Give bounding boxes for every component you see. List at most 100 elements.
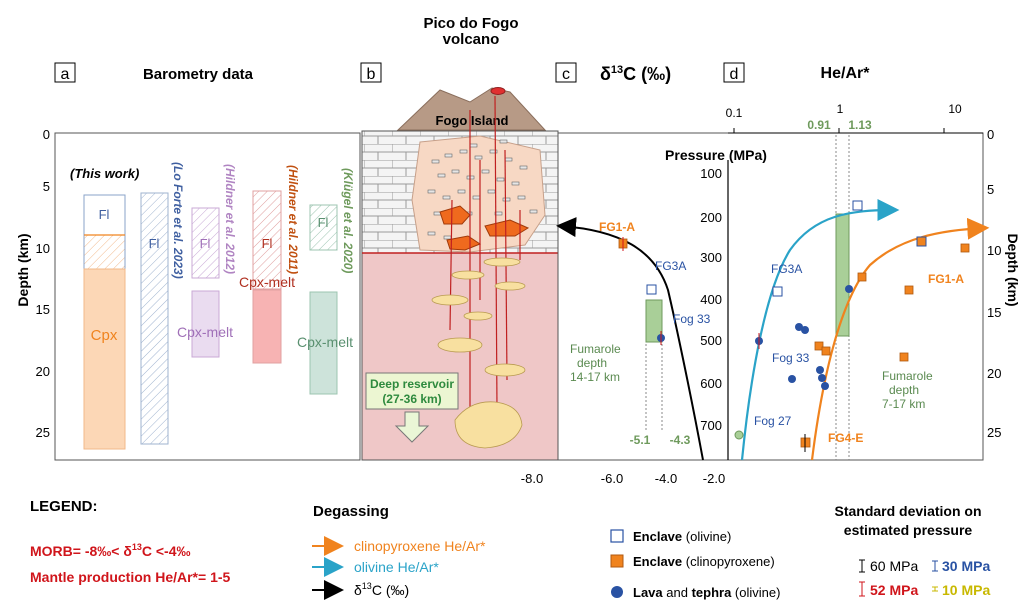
depth-tick-right: 20	[987, 366, 1001, 381]
he-ar-tick: 1	[837, 102, 844, 116]
he-ar-tick: 0.1	[726, 106, 743, 120]
degassing-title: Degassing	[313, 503, 389, 520]
hildner2012-cpxmelt-bar	[191, 290, 220, 358]
pressure-label: Pressure (MPa)	[665, 147, 767, 163]
std-10: 10 MPa	[942, 582, 990, 598]
legend-enclave-ol-icon	[610, 529, 624, 543]
cpx-enclave-marker	[857, 272, 867, 282]
klugel-cpxmelt-label: Cpx-melt	[297, 334, 353, 350]
cpx-enclave-marker	[899, 352, 909, 362]
std-60-icon	[859, 559, 865, 573]
d13c-tick: -6.0	[601, 471, 623, 486]
panel-d-header: d He/Ar*	[723, 62, 870, 83]
std-30: 30 MPa	[942, 558, 990, 574]
hildner2011-cpxmelt-label: Cpx-melt	[239, 274, 295, 290]
panel-a-letter-box	[54, 62, 76, 83]
depth-tick: 10	[36, 241, 50, 256]
volcano-title-line2: volcano	[443, 31, 500, 48]
hildner2011-fl-label: Fl	[262, 236, 273, 251]
magma-pocket	[439, 205, 471, 225]
pressure-tick: 200	[700, 210, 722, 225]
lo-forte-fl-bar	[140, 192, 169, 445]
down-arrow-icon	[394, 411, 430, 443]
this-work-cpx-label: Cpx	[91, 327, 118, 344]
ref-klugel: (Klügel et al. 2020)	[341, 168, 355, 273]
panel-b: Fogo Island	[361, 87, 559, 461]
depth-tick-right: 15	[987, 305, 1001, 320]
pressure-tick: 600	[700, 376, 722, 391]
fumarole-d-line3: 7-17 km	[882, 397, 925, 411]
pressure-tick: 500	[700, 333, 722, 348]
pressure-tick: 300	[700, 250, 722, 265]
fg3a-c-marker	[646, 284, 657, 295]
depth-tick: 20	[36, 364, 50, 379]
ref-lo-forte: (Lo Forte et al. 2023)	[171, 162, 185, 279]
fumarole-d-line2: depth	[889, 383, 919, 397]
island-label: Fogo Island	[436, 113, 509, 128]
depth-tick-right: 0	[987, 127, 994, 142]
lava-marker	[821, 382, 829, 390]
fumarole-c-line3: 14-17 km	[570, 370, 620, 384]
lava-marker	[818, 374, 826, 382]
d13c-band-high: -4.3	[670, 433, 691, 447]
klugel-fl-label: Fl	[318, 215, 329, 230]
he-ar-tick: 10	[948, 102, 962, 116]
ref-hildner-2011: (Hildner et al. 2011)	[286, 165, 300, 274]
fg4e-label: FG4-E	[828, 431, 863, 445]
panel-d-top-axis: 0.1 1 10 0.91 1.13	[726, 102, 983, 134]
std-10-icon	[932, 586, 938, 592]
depth-tick: 25	[36, 425, 50, 440]
cpx-enclave-marker	[960, 243, 970, 253]
this-work-label: (This work)	[70, 166, 139, 181]
lava-marker	[845, 285, 853, 293]
panel-d-letter-box	[723, 62, 745, 83]
fg1a-d-marker	[916, 236, 927, 247]
d13c-tick: -4.0	[655, 471, 677, 486]
legend-enclave-cpx-icon	[610, 554, 624, 568]
d13c-tick: -8.0	[521, 471, 543, 486]
depth-tick: 0	[43, 127, 50, 142]
panel-cd: 0.1 1 10 0.91 1.13 Pressure (MPa) 10 0 20…	[521, 102, 1018, 486]
d13c-band-low: -5.1	[630, 433, 651, 447]
this-work-cpx-bar	[83, 268, 126, 450]
lava-marker	[801, 326, 809, 334]
panel-c-letter: c	[562, 66, 570, 83]
lava-marker	[788, 375, 796, 383]
this-work-overlap-bar	[83, 234, 126, 270]
magma-pocket	[446, 235, 482, 251]
klugel-fl-bar	[309, 204, 338, 251]
morb-range: MORB= -8‰< δ13C <-4‰	[30, 542, 190, 559]
panel-a-letter: a	[61, 66, 70, 83]
pressure-tick: 400	[700, 292, 722, 307]
cpx-enclave-marker	[814, 341, 824, 351]
hildner2011-fl-bar	[252, 190, 282, 290]
panel-d-depth-axis: 0 5 10 15 20 25 Depth (km)	[987, 127, 1018, 440]
cpx-degassing-curve	[810, 217, 990, 461]
lava-marker	[816, 366, 824, 374]
panel-c-title: δ13C (‰)	[600, 64, 671, 84]
panel-c-header: c δ13C (‰)	[555, 62, 671, 84]
mantle-production: Mantle production He/Ar*= 1-5	[30, 569, 231, 585]
panel-c-bottom-axis: -8.0 -6.0 -4.0 -2.0 -5.1 -4.3	[521, 433, 725, 486]
panel-a-header: a Barometry data	[54, 62, 254, 83]
hildner2012-fl-label: Fl	[200, 236, 211, 251]
std-title-line1: Standard deviation on	[834, 503, 981, 519]
hildner2011-cpxmelt-bar	[252, 289, 282, 364]
d13c-degassing-curve	[556, 217, 704, 461]
he-ar-band-low: 0.91	[807, 118, 831, 132]
deep-reservoir-depth: (27-36 km)	[382, 392, 441, 406]
depth-tick: 5	[43, 179, 50, 194]
depth-tick-right: 10	[987, 243, 1001, 258]
enclave-ol-marker	[852, 200, 863, 211]
ref-hildner-2012: (Hildner et al. 2012)	[223, 164, 237, 274]
cpx-enclave-marker	[821, 346, 831, 356]
fg3a-d-label: FG3A	[771, 262, 802, 276]
fog27-label: Fog 27	[754, 414, 792, 428]
panel-a-depth-label: Depth (km)	[15, 233, 31, 306]
olivine-degassing-curve	[740, 199, 900, 461]
cpx-enclave-marker	[904, 285, 914, 295]
std-52: 52 MPa	[870, 582, 918, 598]
depth-tick-right: 5	[987, 182, 994, 197]
fog27-marker	[734, 430, 744, 440]
